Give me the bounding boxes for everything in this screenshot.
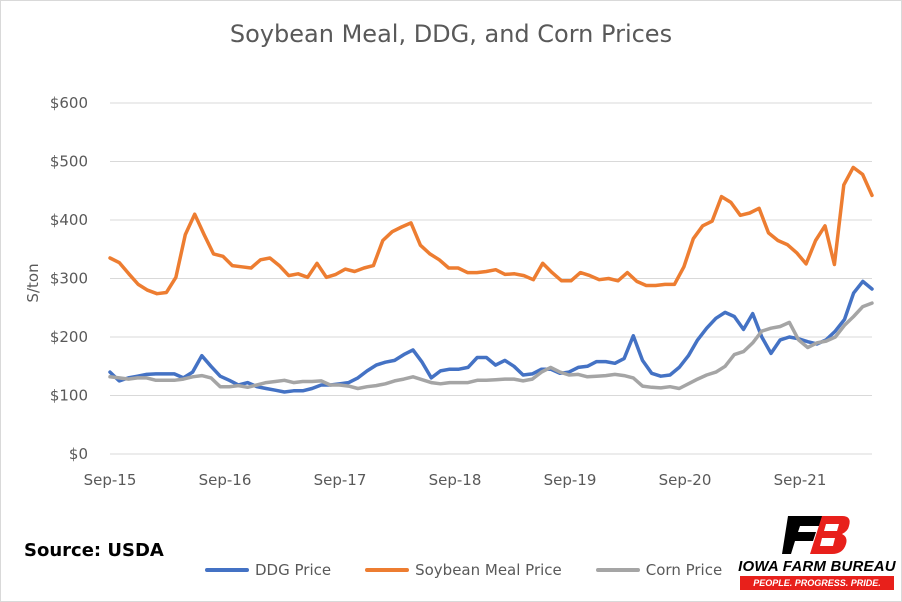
series-lines: [108, 165, 874, 394]
chart-title: Soybean Meal, DDG, and Corn Prices: [229, 20, 673, 48]
y-tick-label: $100: [50, 387, 88, 405]
x-tick-label: Sep-21: [774, 471, 827, 489]
y-tick-label: $0: [69, 445, 88, 463]
legend-item-corn: Corn Price: [595, 561, 723, 579]
y-tick-label: $500: [50, 153, 88, 171]
x-tick-labels: Sep-15 Sep-16 Sep-17 Sep-18 Sep-19 Sep-20 Sep-…: [84, 471, 827, 489]
legend-swatch-ddg: [205, 568, 249, 572]
series-line-soybean-meal-price: [108, 165, 874, 296]
iowa-farm-bureau-logo: IOWA FARM BUREAU PEOPLE. PROGRESS. PRIDE…: [738, 514, 896, 590]
y-tick-labels: $0 $100 $200 $300 $400 $500 $600: [50, 94, 88, 463]
x-tick-label: Sep-17: [314, 471, 367, 489]
y-tick-label: $300: [50, 270, 88, 288]
farm-bureau-fb-icon: [782, 516, 850, 554]
y-tick-label: $400: [50, 211, 88, 229]
x-tick-label: Sep-20: [659, 471, 712, 489]
legend-label-ddg: DDG Price: [255, 561, 332, 579]
gridlines: [110, 102, 872, 455]
logo-name: IOWA FARM BUREAU: [738, 558, 896, 575]
x-tick-label: Sep-18: [429, 471, 482, 489]
x-tick-label: Sep-15: [84, 471, 137, 489]
source-note: Source: USDA: [24, 540, 164, 561]
legend-swatch-soybean-meal: [365, 568, 410, 572]
y-tick-label: $600: [50, 94, 88, 112]
x-tick-label: Sep-19: [544, 471, 597, 489]
legend-item-ddg: DDG Price: [205, 561, 331, 579]
y-axis-title: S/ton: [24, 263, 42, 302]
legend-item-soybean-meal: Soybean Meal Price: [365, 561, 562, 579]
legend: DDG Price Soybean Meal Price Corn Price: [205, 561, 756, 579]
logo-tagline: PEOPLE. PROGRESS. PRIDE.: [740, 576, 894, 590]
y-tick-label: $200: [50, 328, 88, 346]
series-line-corn-price: [108, 301, 874, 391]
legend-label-corn: Corn Price: [645, 561, 723, 579]
legend-label-soybean-meal: Soybean Meal Price: [415, 561, 562, 579]
x-tick-label: Sep-16: [199, 471, 252, 489]
legend-swatch-corn: [595, 568, 640, 572]
